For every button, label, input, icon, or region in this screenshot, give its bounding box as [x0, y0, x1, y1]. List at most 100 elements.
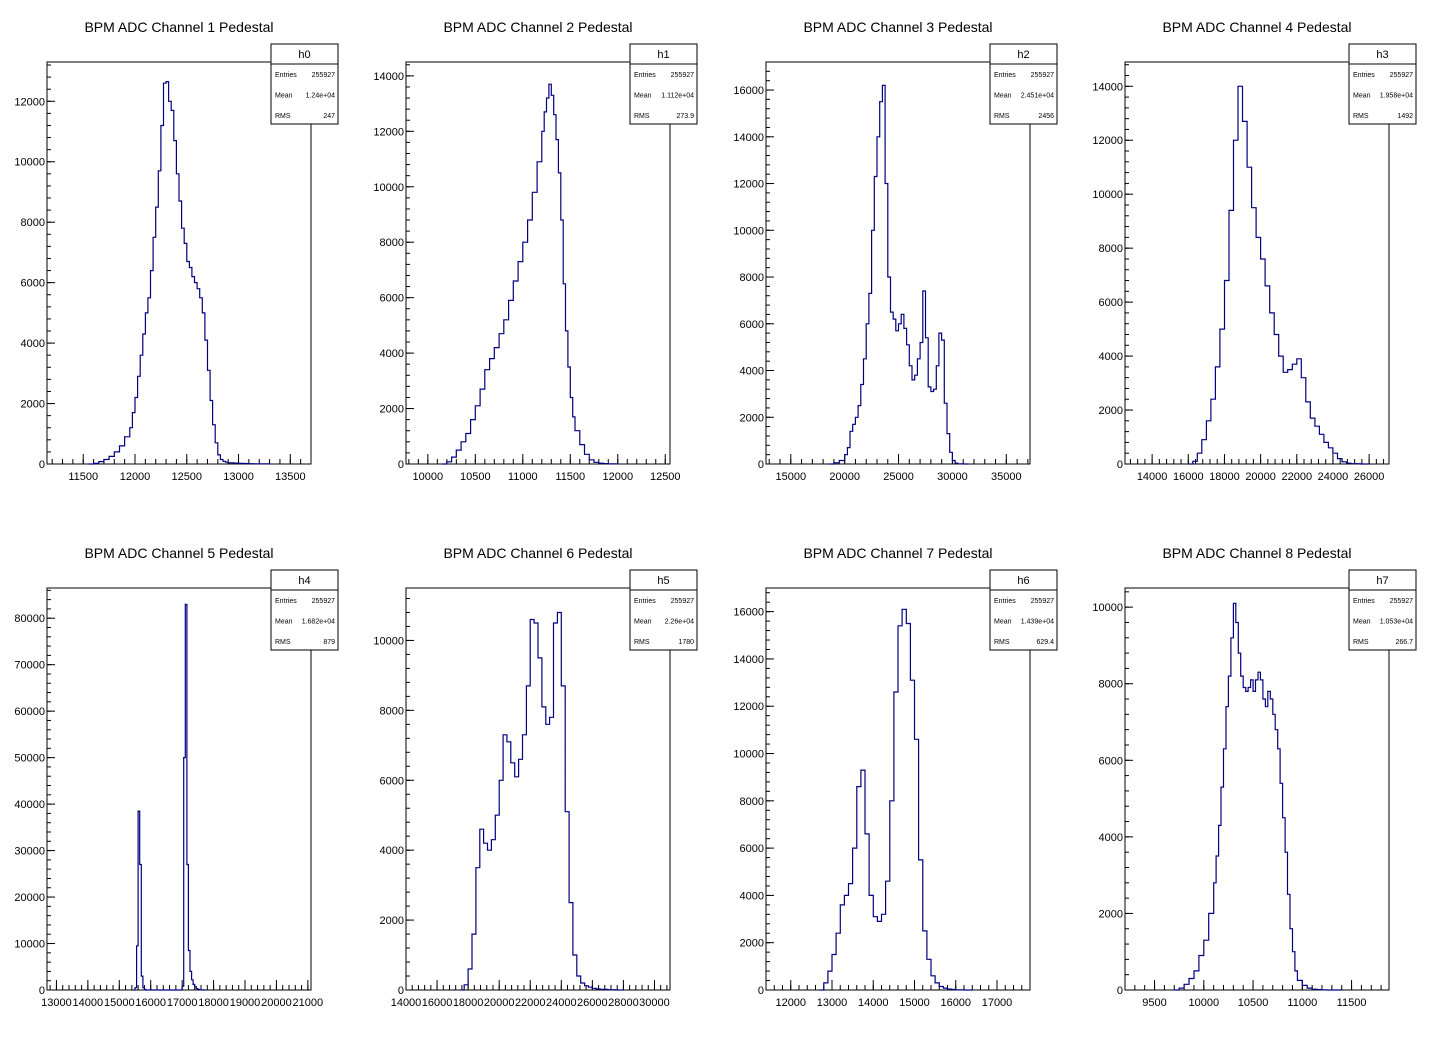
y-tick-label: 12000 [733, 701, 764, 713]
y-tick-label: 6000 [1099, 297, 1123, 309]
y-tick-label: 14000 [733, 132, 764, 144]
x-tick-label: 18000 [1209, 471, 1240, 483]
stats-label: RMS [275, 639, 291, 646]
x-tick-label: 20000 [1245, 471, 1276, 483]
x-tick-label: 15000 [104, 997, 135, 1009]
y-tick-label: 10000 [1092, 602, 1123, 614]
stats-histogram-name: h4 [298, 575, 310, 587]
x-tick-label: 20000 [829, 471, 860, 483]
y-tick-label: 0 [758, 985, 764, 997]
x-tick-label: 12500 [171, 471, 202, 483]
stats-label: RMS [634, 113, 650, 120]
y-tick-label: 2000 [740, 412, 764, 424]
stats-label: Mean [1353, 93, 1371, 100]
y-tick-label: 14000 [1092, 81, 1123, 93]
y-tick-label: 16000 [733, 607, 764, 619]
stats-box: h4 Entries 255927 Mean 1.682e+04 RMS 879 [270, 569, 339, 651]
x-tick-label: 11000 [1287, 997, 1317, 1009]
y-tick-label: 0 [398, 985, 404, 997]
stats-box: h5 Entries 255927 Mean 2.26e+04 RMS 1780 [629, 569, 698, 651]
x-tick-label: 25000 [883, 471, 914, 483]
chart-title: BPM ADC Channel 2 Pedestal [443, 19, 632, 35]
plot-frame [405, 61, 671, 465]
stats-value: 2.451e+04 [1021, 93, 1054, 100]
plot-frame [1124, 587, 1390, 991]
histogram-series [460, 611, 624, 991]
stats-value: 629.4 [1036, 639, 1054, 646]
x-tick-label: 15000 [775, 471, 806, 483]
y-tick-label: 10000 [14, 939, 45, 951]
stats-value: 255927 [312, 72, 335, 79]
x-tick-label: 18000 [453, 997, 484, 1009]
stats-box: h7 Entries 255927 Mean 1.053e+04 RMS 266.7 [1348, 569, 1417, 651]
stats-label: Mean [994, 619, 1012, 626]
stats-histogram-name: h3 [1376, 49, 1388, 61]
y-tick-label: 80000 [14, 613, 45, 625]
stats-label: RMS [994, 639, 1010, 646]
stats-label: Mean [275, 619, 293, 626]
x-tick-label: 28000 [608, 997, 639, 1009]
stats-value: 255927 [1031, 598, 1054, 605]
y-tick-label: 0 [39, 459, 45, 471]
y-tick-label: 8000 [740, 796, 764, 808]
y-tick-label: 4000 [1099, 351, 1123, 363]
x-tick-label: 14000 [391, 997, 422, 1009]
x-tick-label: 16000 [1173, 471, 1204, 483]
stats-value: 2.26e+04 [665, 619, 694, 626]
x-tick-label: 16000 [135, 997, 166, 1009]
x-tick-label: 30000 [937, 471, 968, 483]
stats-box: h2 Entries 255927 Mean 2.451e+04 RMS 2456 [989, 43, 1058, 125]
y-tick-label: 8000 [1099, 679, 1123, 691]
stats-label: Entries [275, 72, 297, 79]
y-tick-label: 10000 [14, 157, 45, 169]
plot-frame [765, 61, 1031, 465]
x-tick-label: 20000 [484, 997, 515, 1009]
stats-value: 1.958e+04 [1380, 93, 1413, 100]
histogram-series [1188, 85, 1370, 465]
y-tick-label: 8000 [21, 217, 45, 229]
stats-label: RMS [275, 113, 291, 120]
x-tick-label: 10000 [413, 471, 444, 483]
x-tick-label: 22000 [1281, 471, 1312, 483]
y-tick-label: 10000 [373, 635, 404, 647]
stats-value: 255927 [1390, 72, 1413, 79]
x-tick-label: 12500 [650, 471, 681, 483]
histogram-panel-5: BPM ADC Channel 5 Pedestal 13000 14000 1500… [14, 545, 339, 1009]
x-tick-label: 26000 [577, 997, 608, 1009]
y-tick-label: 14000 [373, 71, 404, 83]
stats-label: Entries [634, 598, 656, 605]
y-tick-label: 6000 [380, 775, 404, 787]
histogram-panel-1: BPM ADC Channel 1 Pedestal 11500 12000 1250… [14, 19, 339, 483]
x-tick-label: 21000 [293, 997, 324, 1009]
y-tick-label: 4000 [740, 366, 764, 378]
y-tick-label: 4000 [1099, 832, 1123, 844]
x-tick-label: 12000 [120, 471, 151, 483]
x-tick-label: 30000 [639, 997, 670, 1009]
stats-label: Entries [1353, 598, 1375, 605]
y-tick-label: 4000 [380, 348, 404, 360]
histogram-series [828, 84, 969, 465]
y-tick-label: 4000 [740, 890, 764, 902]
x-tick-label: 13000 [41, 997, 72, 1009]
stats-label: Entries [994, 598, 1016, 605]
stats-label: RMS [994, 113, 1010, 120]
x-tick-label: 14000 [73, 997, 104, 1009]
y-tick-label: 30000 [14, 846, 45, 858]
stats-value: 1.439e+04 [1021, 619, 1054, 626]
y-tick-label: 2000 [21, 399, 45, 411]
x-tick-label: 35000 [991, 471, 1022, 483]
stats-histogram-name: h5 [657, 575, 669, 587]
stats-value: 1.682e+04 [302, 619, 335, 626]
stats-value: 255927 [312, 598, 335, 605]
y-tick-label: 6000 [740, 319, 764, 331]
stats-histogram-name: h6 [1017, 575, 1029, 587]
y-tick-label: 6000 [21, 278, 45, 290]
histogram-series [819, 608, 973, 991]
y-tick-label: 0 [758, 459, 764, 471]
x-tick-label: 22000 [515, 997, 546, 1009]
stats-label: Mean [634, 619, 652, 626]
plot-frame [1124, 61, 1390, 465]
y-tick-label: 0 [398, 459, 404, 471]
stats-box-frame [270, 43, 339, 125]
